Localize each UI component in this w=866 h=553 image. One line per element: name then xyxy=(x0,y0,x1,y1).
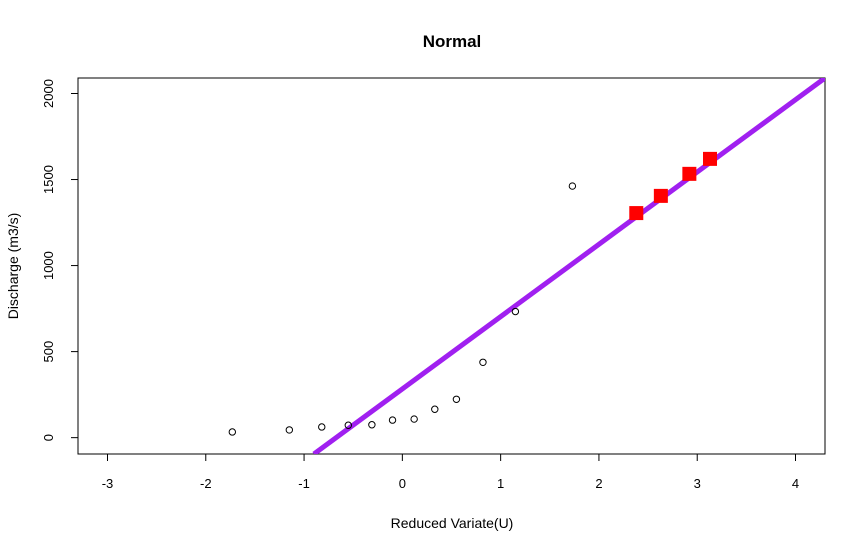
predicted-point xyxy=(703,151,718,166)
observed-point xyxy=(388,416,397,424)
observed-point xyxy=(511,307,520,316)
x-axis-label: Reduced Variate(U) xyxy=(391,515,514,531)
plot-series xyxy=(228,78,825,454)
observed-point xyxy=(568,182,577,190)
observed-point xyxy=(285,426,294,434)
x-tick-label: 4 xyxy=(792,476,799,491)
x-tick-label: -2 xyxy=(200,476,212,491)
plot-frame xyxy=(77,77,826,455)
observed-point xyxy=(368,421,376,429)
x-axis: -3 -2 -1 0 1 2 3 4 xyxy=(102,453,799,491)
y-axis: 0 500 1000 1500 2000 xyxy=(41,79,79,441)
x-tick-label: 0 xyxy=(399,476,406,491)
y-axis-label: Discharge (m3/s) xyxy=(5,213,21,320)
predicted-point xyxy=(653,188,668,203)
observed-point xyxy=(479,358,487,366)
x-tick-label: 1 xyxy=(497,476,504,491)
observed-point xyxy=(228,428,237,436)
observed-point xyxy=(318,423,326,431)
observed-point xyxy=(410,415,418,423)
predicted-point xyxy=(682,166,697,181)
chart-title: Normal xyxy=(423,32,482,51)
plot-area xyxy=(228,78,825,454)
fitted-line xyxy=(312,78,825,454)
x-tick-label: 2 xyxy=(595,476,602,491)
x-tick-label: 3 xyxy=(694,476,701,491)
x-tick-label: -3 xyxy=(102,476,114,491)
y-tick-label: 1000 xyxy=(41,251,56,280)
x-tick-label: -1 xyxy=(298,476,310,491)
predicted-point xyxy=(629,206,644,221)
y-tick-label: 0 xyxy=(41,434,56,441)
observed-point xyxy=(431,405,439,413)
y-tick-label: 500 xyxy=(41,341,56,363)
y-tick-label: 2000 xyxy=(41,79,56,108)
y-tick-label: 1500 xyxy=(41,165,56,194)
observed-point xyxy=(344,421,352,429)
observed-point xyxy=(452,395,461,403)
